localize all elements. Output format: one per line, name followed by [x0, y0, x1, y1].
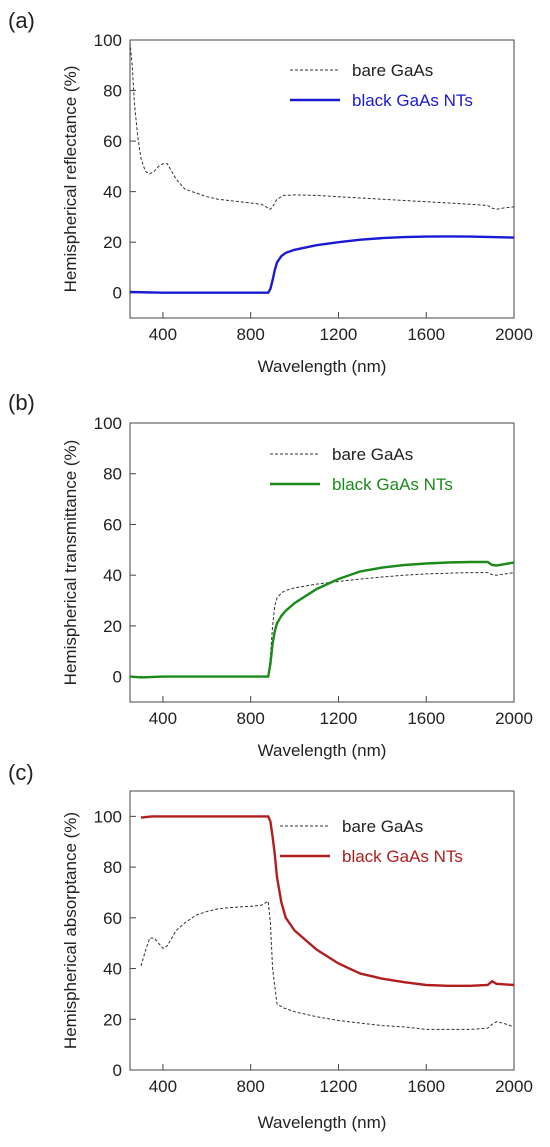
y-tick-label: 40	[103, 183, 122, 202]
y-tick-label: 60	[103, 909, 122, 928]
series-line-black-gaas-nts	[140, 815, 514, 987]
panel-letter: (c)	[8, 760, 34, 785]
x-tick-label: 1200	[320, 709, 358, 728]
y-tick-label: 40	[103, 960, 122, 979]
y-axis-label: Hemispherical absorptance (%)	[61, 812, 80, 1049]
x-tick-label: 2000	[495, 1077, 533, 1096]
y-axis-label: Hemispherical reflectance (%)	[61, 66, 80, 293]
x-tick-label: 400	[149, 1077, 177, 1096]
y-tick-label: 100	[94, 807, 122, 826]
x-axis-label: Wavelength (nm)	[258, 1113, 387, 1132]
y-tick-label: 20	[103, 617, 122, 636]
x-tick-label: 2000	[495, 709, 533, 728]
y-tick-label: 100	[94, 31, 122, 50]
x-tick-label: 400	[149, 325, 177, 344]
x-tick-label: 2000	[495, 325, 533, 344]
y-tick-label: 80	[103, 82, 122, 101]
legend-label: bare GaAs	[342, 817, 423, 836]
panel-letter: (b)	[8, 390, 35, 415]
y-tick-label: 0	[113, 284, 122, 303]
y-tick-label: 20	[103, 1010, 122, 1029]
x-tick-label: 800	[236, 1077, 264, 1096]
panel-letter: (a)	[8, 8, 35, 33]
y-tick-label: 80	[103, 858, 122, 877]
series-line-bare-gaas	[130, 572, 514, 678]
legend-label: bare GaAs	[352, 61, 433, 80]
x-tick-label: 1600	[407, 709, 445, 728]
x-axis-label: Wavelength (nm)	[258, 741, 387, 760]
series-line-black-gaas-nts	[130, 560, 514, 679]
x-tick-label: 1200	[320, 325, 358, 344]
y-tick-label: 40	[103, 566, 122, 585]
x-tick-label: 800	[236, 709, 264, 728]
y-tick-label: 60	[103, 132, 122, 151]
x-tick-label: 1600	[407, 325, 445, 344]
x-axis-label: Wavelength (nm)	[258, 357, 387, 376]
y-tick-label: 0	[113, 668, 122, 687]
chart-panel-1: (a) 400 800 1200 1600 2000 0 20 40 60 80 100 Wavelen…	[8, 8, 533, 376]
legend-label: bare GaAs	[332, 445, 413, 464]
plot-frame	[129, 790, 515, 1071]
plot-frame	[129, 39, 515, 319]
y-tick-label: 0	[113, 1061, 122, 1080]
legend-label: black GaAs NTs	[342, 847, 463, 866]
y-axis-label: Hemispherical transmittance (%)	[61, 440, 80, 686]
x-tick-label: 1600	[407, 1077, 445, 1096]
series-line-bare-gaas	[140, 900, 514, 1030]
y-tick-label: 100	[94, 414, 122, 433]
series-line-bare-gaas	[130, 42, 514, 210]
chart-panel-2: (b) 400 800 1200 1600 2000 0 20 40 60 80 100 Wavelen…	[8, 390, 533, 760]
y-tick-label: 80	[103, 465, 122, 484]
x-tick-label: 1200	[320, 1077, 358, 1096]
legend-label: black GaAs NTs	[332, 475, 453, 494]
y-tick-label: 20	[103, 233, 122, 252]
y-tick-label: 60	[103, 515, 122, 534]
series-line-black-gaas-nts	[130, 235, 514, 294]
x-tick-label: 800	[236, 325, 264, 344]
chart-panel-3: (c) 400 800 1200 1600 2000 0 20 40 60 80 100 Wavelen…	[8, 760, 533, 1132]
x-tick-label: 400	[149, 709, 177, 728]
legend-label: black GaAs NTs	[352, 91, 473, 110]
